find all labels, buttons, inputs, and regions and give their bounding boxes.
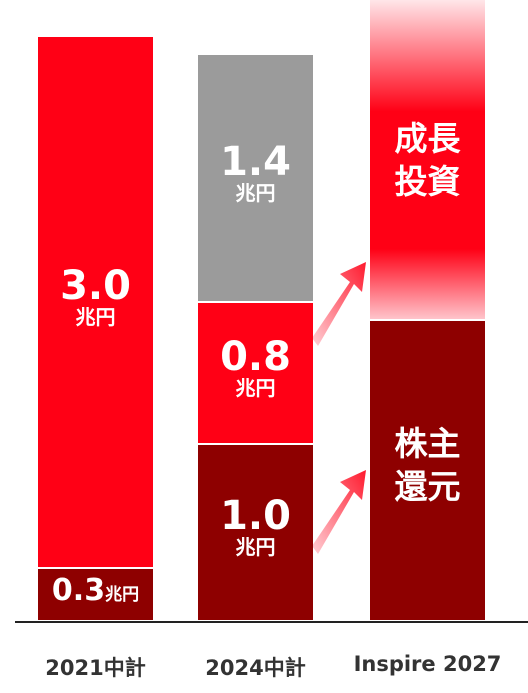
value-label: 0.8 兆円 — [198, 336, 313, 399]
value-number: 1.0 — [220, 493, 291, 540]
bar-segment — [198, 301, 313, 443]
segment-name: 成長投資 — [394, 119, 461, 201]
bar-segment — [38, 566, 153, 620]
value-number: 0.8 — [220, 334, 291, 380]
bar-segment — [370, 0, 485, 319]
value-label: 1.4 兆円 — [198, 141, 313, 204]
bar-segment — [198, 53, 313, 302]
value-unit: 兆円 — [235, 535, 276, 560]
x-tick-label: 2021中計 — [45, 656, 146, 680]
x-tick-label: 2024中計 — [205, 656, 306, 680]
value-unit: 兆円 — [105, 585, 140, 606]
arrow — [312, 262, 366, 346]
bar-segment — [370, 318, 485, 620]
bar-segment — [38, 35, 153, 567]
value-number: 1.4 — [220, 139, 291, 186]
value-label: 3.0 兆円 — [38, 265, 153, 328]
value-number: 0.3 — [51, 573, 106, 609]
value-unit: 兆円 — [235, 181, 276, 206]
arrow — [312, 470, 366, 554]
value-label: 0.3兆円 — [38, 575, 153, 607]
value-unit: 兆円 — [75, 305, 116, 330]
value-number: 3.0 — [60, 263, 131, 310]
value-unit: 兆円 — [235, 376, 276, 400]
x-tick-label: Inspire 2027 — [353, 652, 502, 676]
segment-name: 株主還元 — [394, 424, 461, 507]
value-label: 1.0 兆円 — [198, 495, 313, 558]
bar-segment — [198, 442, 313, 620]
